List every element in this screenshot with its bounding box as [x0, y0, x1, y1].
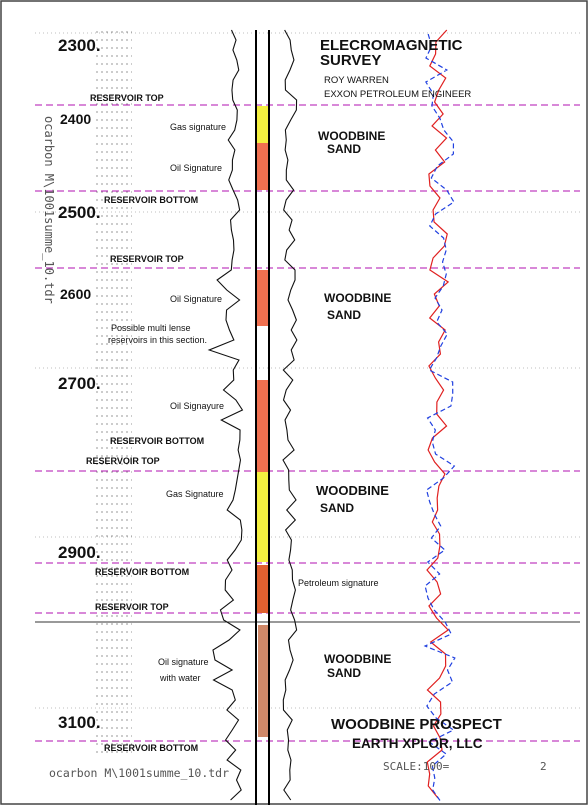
- bottom-file-label: ocarbon M\1001summe_10.tdr: [49, 766, 229, 780]
- depth-label-2300: 2300.: [58, 36, 101, 55]
- signature-label-oil-3: Oil Signayure: [170, 401, 224, 411]
- reservoir-label-bottom-3: RESERVOIR BOTTOM: [95, 567, 189, 577]
- signature-label-multi-lense-1: Possible multi lense: [111, 323, 191, 333]
- oil-bar-2: [257, 270, 268, 326]
- guide-lines: [35, 32, 580, 709]
- reservoir-lines: [35, 104, 580, 742]
- signature-label-oil-2: Oil Signature: [170, 294, 222, 304]
- red-curve: [426, 29, 450, 799]
- depth-label-2700: 2700.: [58, 374, 101, 393]
- header-affiliation: EXXON PETROLEUM ENGINEER: [324, 89, 471, 100]
- formation-label-1-line2: SAND: [327, 142, 361, 156]
- oil-bar-1: [257, 143, 268, 190]
- reservoir-label-bottom-4: RESERVOIR BOTTOM: [104, 743, 198, 753]
- depth-tick-marks: [96, 31, 132, 753]
- header-title-line2: SURVEY: [320, 52, 381, 69]
- prospect-label: WOODBINE PROSPECT: [331, 716, 502, 733]
- formation-labels: WOODBINE SAND WOODBINE SAND WOODBINE SAN…: [316, 129, 391, 680]
- depth-label-2600: 2600: [60, 286, 91, 302]
- signature-label-oil-water-2: with water: [159, 673, 201, 683]
- footer: WOODBINE PROSPECT EARTH XPLOR, LLC: [331, 716, 502, 751]
- scale-value: 2: [540, 760, 547, 773]
- reservoir-label-top-1: RESERVOIR TOP: [90, 93, 164, 103]
- formation-label-1-line1: WOODBINE: [318, 129, 385, 143]
- oil-water-bar: [258, 625, 268, 737]
- header: ELECROMAGNETIC SURVEY ROY WARREN EXXON P…: [320, 37, 471, 100]
- reservoir-label-bottom-2: RESERVOIR BOTTOM: [110, 436, 204, 446]
- depth-labels: 2300. 2400 2500. 2600 2700. 2900. 3100.: [58, 36, 101, 732]
- reservoir-labels: RESERVOIR TOP RESERVOIR BOTTOM RESERVOIR…: [86, 93, 204, 753]
- reservoir-label-top-3: RESERVOIR TOP: [86, 456, 160, 466]
- depth-label-2400: 2400: [60, 111, 91, 127]
- depth-label-3100: 3100.: [58, 713, 101, 732]
- formation-label-2-line1: WOODBINE: [324, 291, 391, 305]
- reservoir-label-bottom-1: RESERVOIR BOTTOM: [104, 195, 198, 205]
- signature-label-gas-2: Gas Signature: [166, 489, 224, 499]
- header-author: ROY WARREN: [324, 75, 389, 86]
- signature-label-multi-lense-2: reservoirs in this section.: [108, 335, 207, 345]
- depth-label-2900: 2900.: [58, 543, 101, 562]
- oil-bar-3: [257, 380, 268, 472]
- signature-labels: Gas signature Oil Signature Oil Signatur…: [108, 122, 379, 683]
- vertical-file-label: ocarbon M\1001summe_10.tdr: [42, 116, 56, 304]
- petroleum-bar: [257, 565, 268, 613]
- formation-label-4-line1: WOODBINE: [324, 652, 391, 666]
- gas-bar-1: [257, 106, 268, 143]
- formation-label-3-line2: SAND: [320, 501, 354, 515]
- log-curve-right: [282, 29, 298, 801]
- signature-label-oil-water-1: Oil signature: [158, 657, 209, 667]
- signature-label-gas-1: Gas signature: [170, 122, 226, 132]
- gas-bar-2: [257, 472, 268, 562]
- formation-label-4-line2: SAND: [327, 666, 361, 680]
- log-curves: [207, 29, 456, 803]
- log-curve-left: [207, 29, 244, 801]
- signature-bars: [257, 106, 268, 737]
- blue-curve: [423, 33, 456, 803]
- signature-label-petroleum: Petroleum signature: [298, 578, 379, 588]
- depth-label-2500: 2500.: [58, 203, 101, 222]
- header-title-line1: ELECROMAGNETIC: [320, 37, 463, 54]
- reservoir-label-top-4: RESERVOIR TOP: [95, 602, 169, 612]
- reservoir-label-top-2: RESERVOIR TOP: [110, 254, 184, 264]
- scale-label: SCALE:100=: [383, 760, 450, 773]
- formation-label-2-line2: SAND: [327, 308, 361, 322]
- company-label: EARTH XPLOR, LLC: [352, 736, 483, 751]
- formation-label-3-line1: WOODBINE: [316, 483, 389, 498]
- signature-label-oil-1: Oil Signature: [170, 163, 222, 173]
